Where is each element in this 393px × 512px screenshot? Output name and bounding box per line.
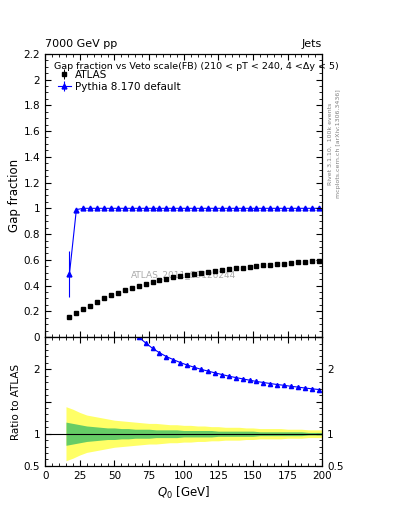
Legend: ATLAS, Pythia 8.170 default: ATLAS, Pythia 8.170 default xyxy=(56,68,182,94)
Text: Rivet 3.1.10,  100k events: Rivet 3.1.10, 100k events xyxy=(328,102,333,184)
Y-axis label: Gap fraction: Gap fraction xyxy=(8,159,21,232)
Text: mcplots.cern.ch [arXiv:1306.3436]: mcplots.cern.ch [arXiv:1306.3436] xyxy=(336,89,341,198)
Text: Gap fraction vs Veto scale(FB) (210 < pT < 240, 4 <Δy < 5): Gap fraction vs Veto scale(FB) (210 < pT… xyxy=(53,62,338,71)
Text: 7000 GeV pp: 7000 GeV pp xyxy=(45,38,118,49)
Text: ATLAS_2011_S9126244: ATLAS_2011_S9126244 xyxy=(131,270,236,279)
X-axis label: $Q_0$ [GeV]: $Q_0$ [GeV] xyxy=(157,485,210,501)
Y-axis label: Ratio to ATLAS: Ratio to ATLAS xyxy=(11,364,21,440)
Text: Jets: Jets xyxy=(302,38,322,49)
